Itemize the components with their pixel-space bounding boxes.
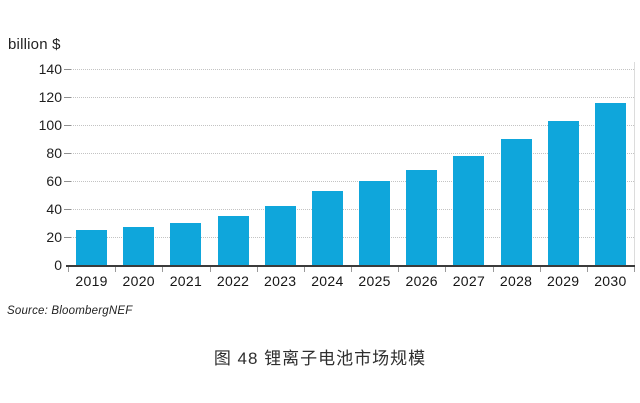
y-axis-tick-140 [64, 69, 71, 70]
gridline-140 [68, 69, 634, 70]
x-axis-label-2027: 2027 [452, 273, 486, 289]
y-axis-label-60: 60 [46, 173, 62, 189]
x-axis-tick [539, 267, 541, 272]
y-axis-tick-40 [64, 209, 71, 210]
x-axis-label-2023: 2023 [264, 273, 297, 289]
x-axis-tick [398, 267, 400, 272]
x-axis-label-2021: 2021 [169, 273, 203, 289]
source-note: Source: BloombergNEF [7, 305, 133, 317]
x-axis-tick [209, 267, 211, 272]
y-axis-tick-60 [64, 181, 71, 182]
x-axis-tick [115, 267, 117, 272]
y-axis-label-140: 140 [38, 61, 62, 77]
y-axis-label-0: 0 [54, 257, 62, 273]
y-axis-tick-20 [64, 237, 71, 238]
y-axis-tick-120 [64, 97, 71, 98]
bar-2023 [264, 206, 296, 265]
figure-caption: 图 48 锂离子电池市场规模 [213, 349, 427, 368]
bar-2019 [76, 230, 108, 265]
gridline-40 [68, 209, 634, 210]
bar-2026 [406, 169, 438, 265]
x-axis-tick [634, 267, 635, 272]
bar-2025 [359, 181, 391, 265]
x-axis-label-2029: 2029 [547, 273, 580, 289]
gridline-20 [68, 237, 634, 238]
x-axis-tick [68, 267, 69, 272]
bar-2021 [170, 223, 202, 265]
x-axis-label-2022: 2022 [216, 273, 250, 289]
y-axis-unit-label: billion $ [8, 36, 61, 53]
bar-2027 [453, 155, 485, 265]
y-axis-tick-80 [64, 153, 71, 154]
gridline-100 [68, 125, 634, 126]
bar-2020 [123, 227, 155, 265]
x-axis-label-2026: 2026 [405, 273, 438, 289]
bar-2024 [311, 190, 343, 265]
x-axis-label-2024: 2024 [311, 273, 344, 289]
x-axis-label-2025: 2025 [358, 273, 391, 289]
gridline-60 [68, 181, 634, 182]
y-axis-label-20: 20 [46, 229, 62, 245]
bar-2028 [500, 139, 532, 265]
bar-2029 [547, 120, 579, 265]
x-axis-label-2030: 2030 [594, 273, 627, 289]
y-axis-label-40: 40 [46, 201, 62, 217]
bar-2030 [594, 102, 626, 265]
x-axis-label-2020: 2020 [122, 273, 155, 289]
y-axis-tick-100 [64, 125, 71, 126]
x-axis-label-2019: 2019 [75, 273, 108, 289]
gridline-80 [68, 153, 634, 154]
x-axis-tick [162, 267, 164, 272]
gridline-120 [68, 97, 634, 98]
x-axis-line [66, 265, 635, 267]
plot-right-border [634, 62, 635, 265]
bar-chart: billion $ 0 20 40 60 80 100 120 140 2019 2020 2021… [8, 36, 635, 289]
bar-2022 [217, 216, 249, 265]
x-axis-tick [351, 267, 352, 272]
x-axis-tick [256, 267, 258, 272]
y-axis-label-80: 80 [46, 145, 62, 161]
y-axis-label-120: 120 [38, 89, 62, 105]
y-axis-label-100: 100 [38, 117, 62, 133]
x-axis-tick [586, 267, 588, 272]
x-axis-tick [492, 267, 494, 272]
x-axis-tick [445, 267, 447, 272]
x-axis-tick [303, 267, 305, 272]
x-axis-label-2028: 2028 [499, 273, 533, 289]
